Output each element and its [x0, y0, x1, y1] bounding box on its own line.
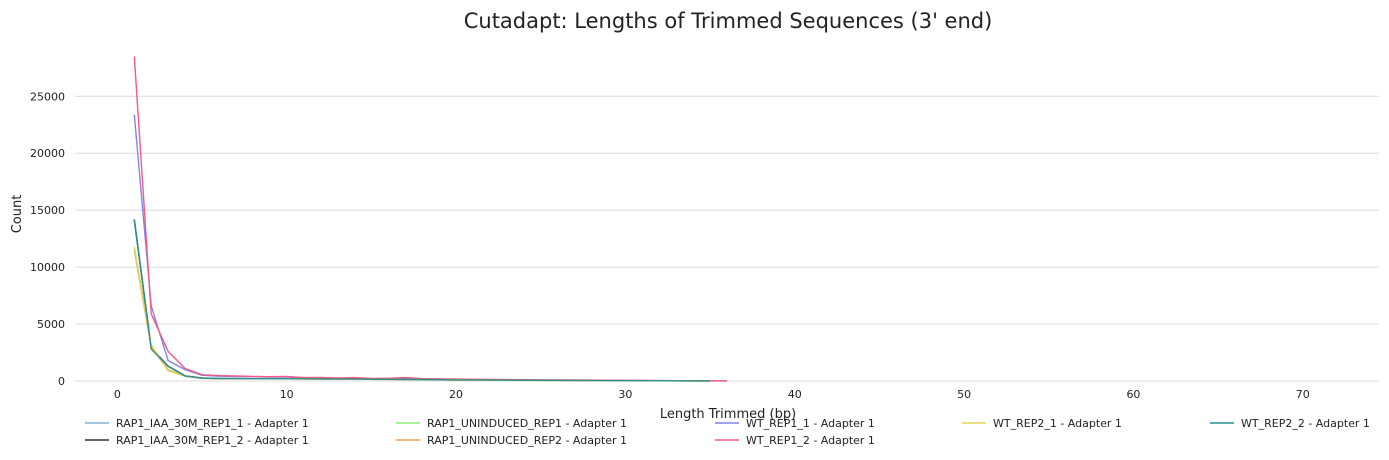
legend-label: WT_REP1_1 - Adapter 1 [746, 417, 875, 430]
legend-label: RAP1_UNINDUCED_REP1 - Adapter 1 [427, 417, 627, 430]
y-tick-label: 0 [58, 375, 65, 388]
y-tick-label: 5000 [37, 318, 65, 331]
legend-label: RAP1_IAA_30M_REP1_1 - Adapter 1 [116, 417, 309, 430]
y-gridlines [75, 95, 1379, 382]
legend-label: RAP1_UNINDUCED_REP2 - Adapter 1 [427, 434, 627, 447]
legend-label: WT_REP2_2 - Adapter 1 [1241, 417, 1370, 430]
series-line-8 [133, 219, 711, 382]
y-tick-labels: 0 5000 10000 15000 20000 25000 [30, 90, 65, 388]
series-lines [133, 56, 728, 382]
y-axis-label: Count [10, 195, 25, 234]
x-tick-label: 40 [788, 388, 802, 401]
series-line-4 [133, 248, 711, 382]
y-tick-label: 20000 [30, 147, 65, 160]
x-tick-label: 60 [1126, 388, 1140, 401]
series-line-2 [133, 219, 711, 382]
y-tick-label: 10000 [30, 261, 65, 274]
series-line-5 [133, 114, 728, 382]
x-tick-label: 0 [114, 388, 121, 401]
series-line-6 [133, 56, 728, 382]
y-tick-label: 25000 [30, 90, 65, 103]
legend-label: WT_REP2_1 - Adapter 1 [993, 417, 1122, 430]
x-tick-label: 50 [957, 388, 971, 401]
y-tick-label: 15000 [30, 204, 65, 217]
x-tick-label: 10 [280, 388, 294, 401]
chart-title: Cutadapt: Lengths of Trimmed Sequences (… [464, 9, 993, 33]
legend-label: RAP1_IAA_30M_REP1_2 - Adapter 1 [116, 434, 309, 447]
series-line-3 [133, 249, 711, 382]
x-axis-label: Length Trimmed (bp) [660, 407, 796, 422]
x-tick-label: 70 [1296, 388, 1310, 401]
legend-label: WT_REP1_2 - Adapter 1 [746, 434, 875, 447]
series-line-1 [133, 220, 711, 382]
x-tick-label: 20 [449, 388, 463, 401]
x-tick-labels: 0 10 20 30 40 50 60 70 [114, 388, 1310, 401]
legend: RAP1_IAA_30M_REP1_1 - Adapter 1 RAP1_IAA_… [85, 417, 1370, 447]
x-tick-label: 30 [618, 388, 632, 401]
